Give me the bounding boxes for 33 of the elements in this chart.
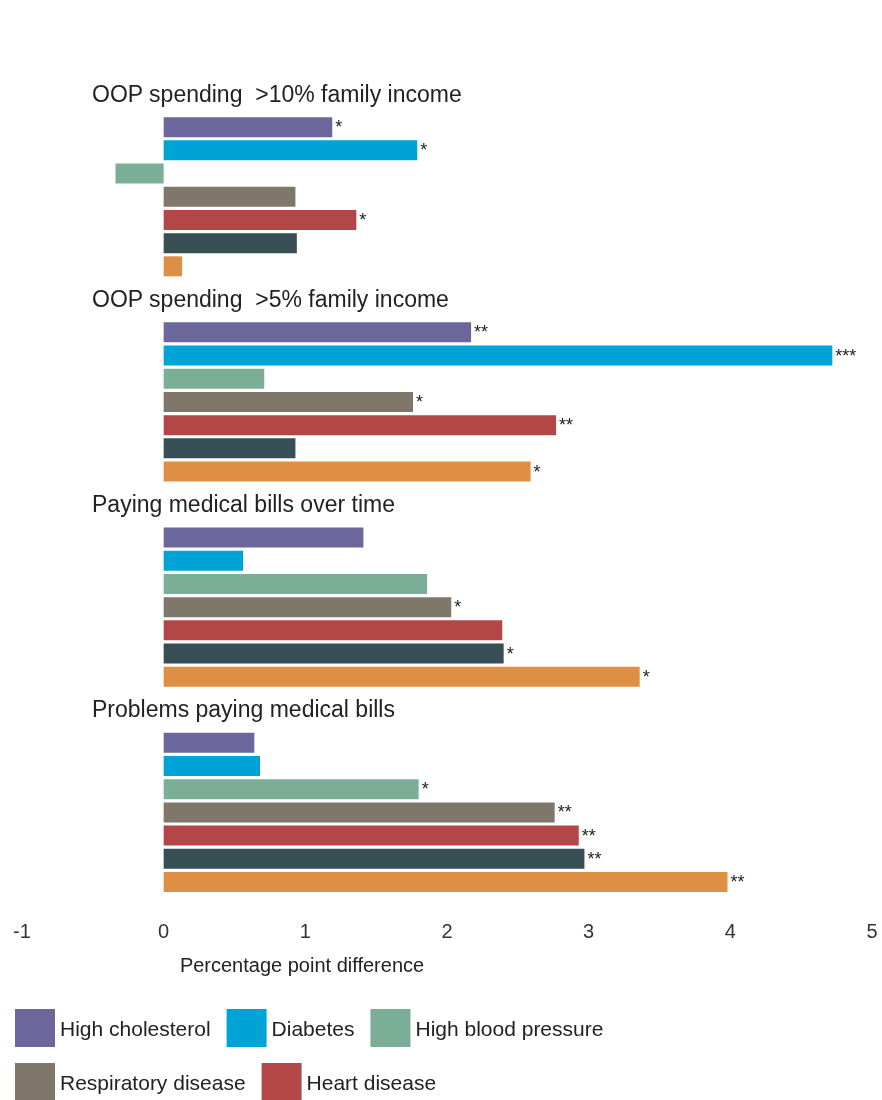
y-tick-label: OOP spending >10% family income <box>92 80 462 107</box>
x-tick-label: 5 <box>866 920 878 942</box>
data-label: ** <box>559 415 574 436</box>
legend-label: High blood pressure <box>415 1016 604 1040</box>
legend-label: High cholesterol <box>60 1016 211 1040</box>
data-label: * <box>335 117 343 138</box>
legend-label: Heart disease <box>306 1070 437 1094</box>
data-label: ** <box>557 802 572 823</box>
data-label: ** <box>581 825 596 846</box>
data-label: * <box>416 391 424 412</box>
y-tick-label: Paying medical bills over time <box>92 491 395 518</box>
x-axis-title: Percentage point difference <box>179 954 425 976</box>
data-label: ** <box>474 322 489 343</box>
x-tick-label: 3 <box>583 920 595 942</box>
data-label: * <box>420 140 428 161</box>
x-tick-label: 0 <box>158 920 170 942</box>
data-label: * <box>421 779 429 800</box>
y-tick-label: OOP spending >5% family income <box>92 285 449 312</box>
data-label: ** <box>587 848 602 869</box>
data-label: * <box>454 597 462 618</box>
legend-label: Respiratory disease <box>60 1070 246 1094</box>
y-tick-label: Problems paying medical bills <box>92 696 395 723</box>
data-label: *** <box>835 345 857 366</box>
x-tick-label: 1 <box>299 920 311 942</box>
data-label: * <box>506 643 514 664</box>
data-label: ** <box>730 871 745 892</box>
data-label: * <box>359 209 367 230</box>
data-label: * <box>533 461 541 482</box>
legend-label: Diabetes <box>271 1016 355 1040</box>
x-tick-label: 4 <box>724 920 736 942</box>
x-tick-label: 2 <box>441 920 453 942</box>
x-tick-label: -1 <box>13 920 31 942</box>
data-label: * <box>642 666 650 687</box>
